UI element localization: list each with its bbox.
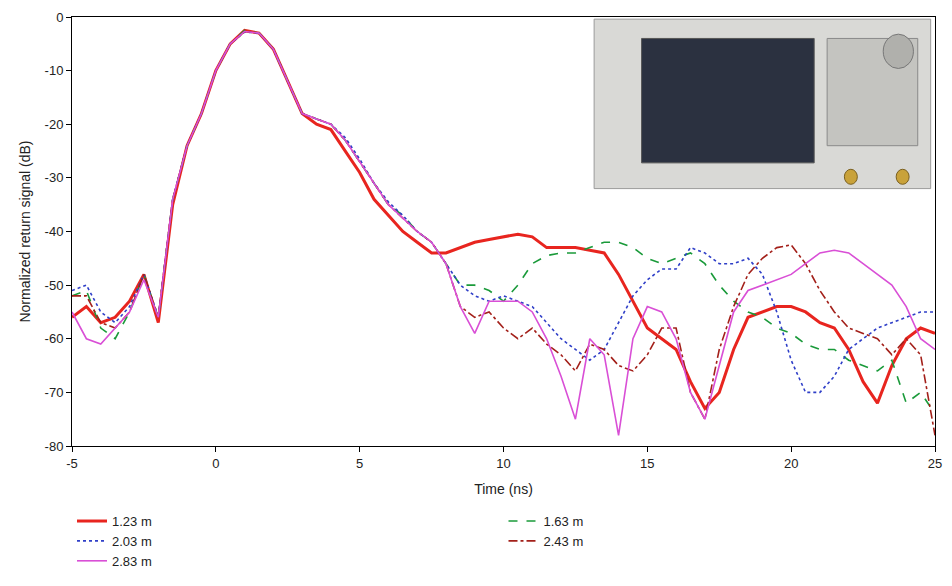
svg-text:0: 0 bbox=[212, 456, 219, 471]
svg-text:2.03 m: 2.03 m bbox=[112, 534, 152, 549]
svg-text:2.43 m: 2.43 m bbox=[544, 534, 584, 549]
svg-text:-30: -30 bbox=[45, 170, 64, 185]
svg-text:2.83 m: 2.83 m bbox=[112, 554, 152, 569]
svg-text:-60: -60 bbox=[45, 331, 64, 346]
svg-text:-50: -50 bbox=[45, 278, 64, 293]
svg-text:-20: -20 bbox=[45, 117, 64, 132]
svg-text:1.63 m: 1.63 m bbox=[544, 514, 584, 529]
svg-text:-40: -40 bbox=[45, 224, 64, 239]
svg-text:-5: -5 bbox=[66, 456, 78, 471]
svg-text:-80: -80 bbox=[45, 439, 64, 454]
svg-text:25: 25 bbox=[928, 456, 942, 471]
svg-text:0: 0 bbox=[56, 10, 63, 25]
svg-text:1.23 m: 1.23 m bbox=[112, 514, 152, 529]
svg-text:-70: -70 bbox=[45, 385, 64, 400]
svg-text:Time (ns): Time (ns) bbox=[474, 481, 533, 497]
svg-text:Normalized return signal (dB): Normalized return signal (dB) bbox=[17, 140, 33, 322]
svg-text:-10: -10 bbox=[45, 63, 64, 78]
svg-text:5: 5 bbox=[356, 456, 363, 471]
svg-text:15: 15 bbox=[640, 456, 654, 471]
svg-text:20: 20 bbox=[784, 456, 798, 471]
svg-text:10: 10 bbox=[496, 456, 510, 471]
